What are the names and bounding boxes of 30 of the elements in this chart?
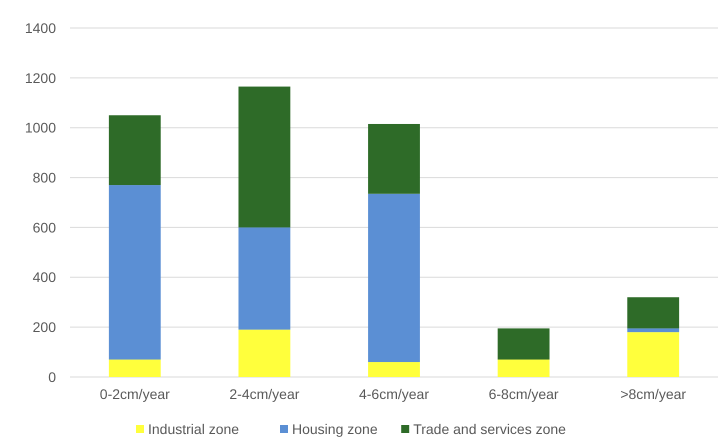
y-tick-label: 1400 — [24, 20, 56, 36]
bar — [498, 328, 550, 360]
bar — [238, 86, 290, 228]
y-tick-label: 400 — [32, 269, 56, 286]
x-tick-label: >8cm/year — [620, 386, 686, 402]
x-tick-label: 2-4cm/year — [229, 386, 300, 402]
x-tick-label: 0-2cm/year — [100, 386, 170, 402]
y-tick-label: 200 — [32, 319, 56, 336]
y-tick-label: 1200 — [24, 70, 56, 86]
bar — [627, 332, 680, 377]
x-tick-label: 6-8cm/year — [488, 386, 559, 402]
legend-label: Trade and services zone — [413, 420, 566, 437]
bar — [108, 185, 161, 360]
bar — [368, 194, 420, 362]
y-tick-label: 0 — [48, 368, 56, 385]
y-tick-label: 800 — [32, 169, 56, 186]
bar — [238, 330, 290, 377]
bar — [108, 360, 161, 377]
bar — [108, 115, 161, 186]
bar — [498, 360, 550, 377]
bar — [368, 362, 420, 377]
y-tick-label: 1000 — [24, 120, 56, 136]
bar — [238, 227, 290, 330]
bar — [368, 124, 420, 194]
bar — [627, 297, 680, 328]
legend-label: Industrial zone — [148, 420, 240, 437]
x-tick-label: 4-6cm/year — [358, 386, 430, 402]
bar — [627, 328, 680, 332]
legend-label: Housing zone — [292, 420, 378, 437]
y-tick-label: 600 — [32, 219, 56, 236]
